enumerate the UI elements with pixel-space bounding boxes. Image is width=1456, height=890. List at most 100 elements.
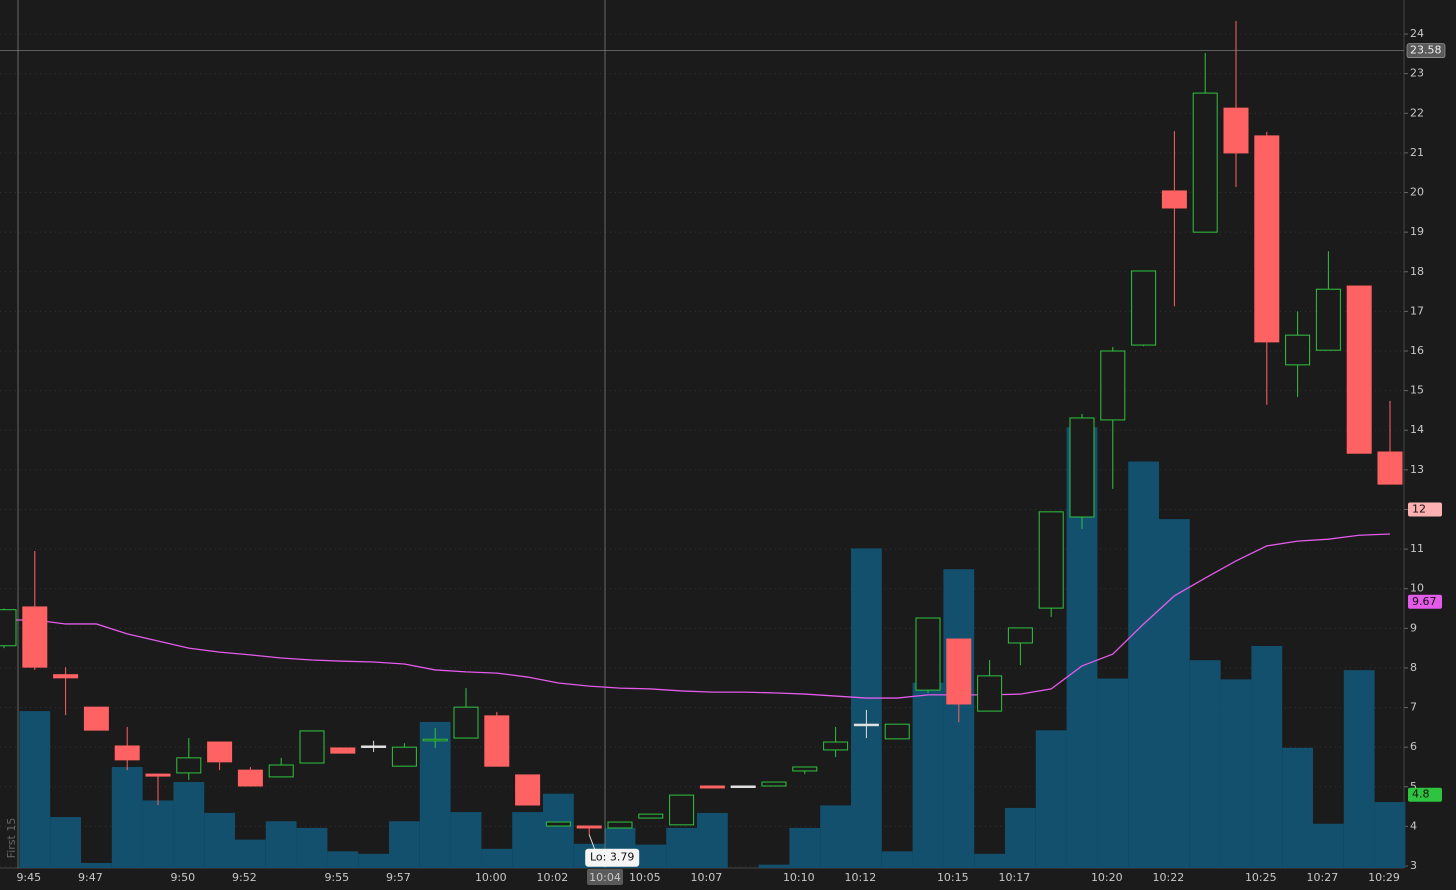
volume-bar <box>820 805 851 868</box>
x-tick-label: 10:07 <box>691 871 723 884</box>
x-tick-label: 9:50 <box>170 871 195 884</box>
y-tick-label: 11 <box>1410 542 1424 555</box>
candle-body <box>237 769 263 787</box>
volume-bar <box>1313 823 1344 868</box>
candle-body <box>1377 451 1403 485</box>
crosshair-time-box <box>587 869 623 885</box>
candle-body <box>699 785 725 789</box>
candle-body <box>977 675 1003 712</box>
candle-body <box>391 746 417 767</box>
y-tick-label: 5 <box>1410 780 1417 793</box>
x-tick-label: 10:10 <box>783 871 815 884</box>
y-tick-label: 13 <box>1410 463 1424 476</box>
y-tick-label: 15 <box>1410 384 1424 397</box>
volume-bar <box>389 821 420 868</box>
volume-bar <box>666 827 697 868</box>
x-tick-label: 10:25 <box>1245 871 1277 884</box>
volume-bar <box>265 821 297 868</box>
volume-bar <box>173 782 205 868</box>
volume-bar <box>142 800 174 868</box>
low-label: Lo: 3.79 <box>590 851 634 864</box>
candle-body <box>0 609 17 647</box>
candle-body <box>1285 334 1311 366</box>
candle-body <box>576 825 602 829</box>
low-box <box>585 848 640 867</box>
candle-body <box>853 723 879 727</box>
volume-bar <box>1035 730 1067 868</box>
y-tick-label: 24 <box>1410 27 1424 40</box>
volume-bar <box>358 853 389 868</box>
y-tick-label: 16 <box>1410 344 1424 357</box>
moving-average <box>4 533 1391 699</box>
candle-body <box>607 821 633 829</box>
volume-bar <box>1097 678 1129 868</box>
candle-body <box>1192 92 1218 233</box>
candle-body <box>638 813 664 819</box>
x-tick-label: 9:52 <box>232 871 257 884</box>
volume-bar <box>1282 747 1313 868</box>
y-tick-label: 18 <box>1410 265 1424 278</box>
volume-bar <box>1128 461 1159 868</box>
volume-bar <box>512 812 543 868</box>
volume-bar <box>543 793 574 868</box>
volume-bar <box>974 853 1005 868</box>
volume-bar <box>1189 660 1221 868</box>
volume-bar <box>327 851 359 868</box>
candle-body <box>1007 627 1033 644</box>
candle-body <box>422 738 448 742</box>
volume-bar <box>481 848 513 868</box>
price-marker <box>1408 594 1442 609</box>
volume-bar <box>1343 670 1375 868</box>
volume-bar <box>789 827 821 868</box>
volume-bar <box>1251 645 1283 868</box>
candle-body <box>145 773 171 777</box>
volume-bar <box>1220 679 1252 868</box>
x-tick-label: 10:04 <box>589 871 621 884</box>
x-tick-label: 10:27 <box>1307 871 1339 884</box>
volume-bar <box>204 812 235 868</box>
volume-bar <box>450 812 482 868</box>
low-pointer <box>588 834 596 851</box>
volume-bar <box>296 827 328 868</box>
x-tick-label: 10:29 <box>1368 871 1400 884</box>
y-tick-label: 6 <box>1410 740 1417 753</box>
candle-body <box>1315 288 1341 351</box>
x-tick-label: 9:55 <box>324 871 349 884</box>
candle-body <box>915 617 941 691</box>
volume-bar <box>758 864 790 868</box>
y-tick-label: 14 <box>1410 423 1424 436</box>
y-tick-label: 8 <box>1410 661 1417 674</box>
watermark: First 15 <box>5 818 18 859</box>
price-marker-label: 9.67 <box>1412 595 1437 608</box>
candle-body <box>669 794 695 826</box>
candle-body <box>330 747 356 754</box>
x-tick-label: 10:15 <box>937 871 969 884</box>
y-tick-label: 9 <box>1410 621 1417 634</box>
y-tick-label: 17 <box>1410 304 1424 317</box>
candle-body <box>114 745 140 761</box>
x-tick-label: 10:05 <box>629 871 661 884</box>
volume-bar <box>111 767 143 868</box>
candle-body <box>83 706 109 731</box>
volume-bar <box>1159 519 1190 868</box>
candle-body <box>730 785 756 788</box>
candle-body <box>946 638 972 705</box>
candle-body <box>453 706 479 739</box>
candle-body <box>268 764 294 778</box>
volume-bar <box>50 817 81 868</box>
volume-bar <box>19 711 51 868</box>
volume-bar <box>912 682 944 868</box>
x-tick-label: 9:57 <box>386 871 411 884</box>
candle-body <box>1161 190 1187 209</box>
crosshair-price-box <box>1406 43 1446 59</box>
volume-bar <box>881 851 913 868</box>
y-tick-label: 7 <box>1410 701 1417 714</box>
x-tick-label: 9:45 <box>16 871 41 884</box>
price-marker <box>1408 502 1442 517</box>
volume-bar <box>851 548 882 868</box>
price-marker-label: 4.8 <box>1412 788 1430 801</box>
candle-body <box>823 741 849 751</box>
candle-body <box>207 741 233 763</box>
volume-bar <box>235 839 266 868</box>
price-marker-label: 12 <box>1412 502 1426 515</box>
